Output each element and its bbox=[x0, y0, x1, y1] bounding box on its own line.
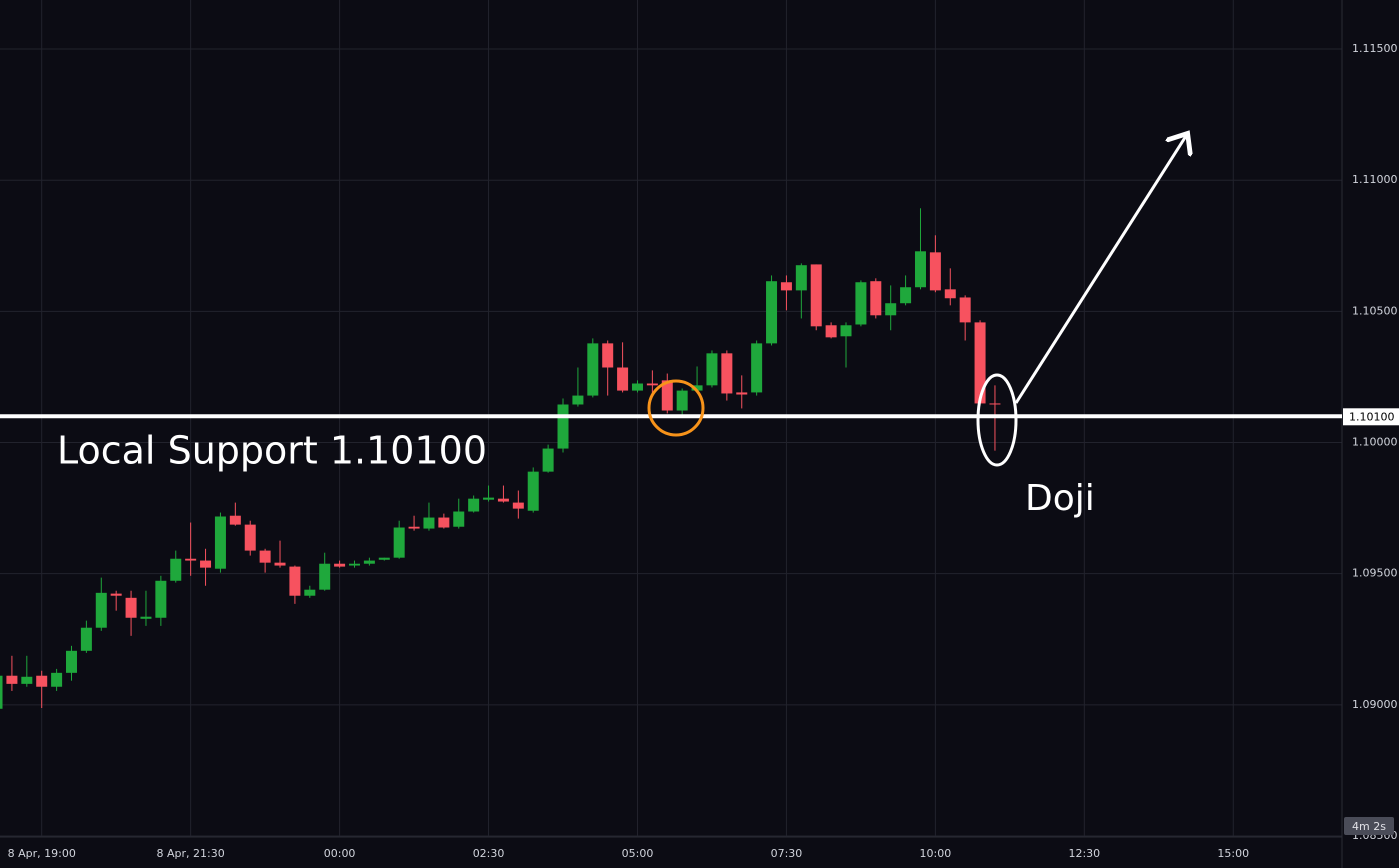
arrow bbox=[1014, 136, 1186, 404]
candle-body bbox=[527, 471, 539, 511]
candle-body bbox=[914, 251, 926, 288]
candle-body bbox=[334, 563, 346, 567]
candle-body bbox=[900, 287, 912, 304]
ticks: 1.085001.090001.095001.100001.105001.110… bbox=[8, 42, 1398, 860]
x-tick-label: 8 Apr, 19:00 bbox=[8, 847, 76, 860]
candle-body bbox=[810, 264, 822, 327]
candle-body bbox=[36, 675, 48, 687]
candle-body bbox=[542, 448, 554, 472]
candle-body bbox=[289, 566, 301, 596]
candle-body bbox=[929, 252, 941, 291]
candle-body bbox=[959, 297, 971, 323]
candle-body bbox=[408, 526, 420, 529]
y-tick-label: 1.09500 bbox=[1352, 567, 1398, 580]
candle-body bbox=[155, 580, 167, 618]
x-tick-label: 10:00 bbox=[920, 847, 952, 860]
candle-body bbox=[736, 392, 748, 395]
candle-body bbox=[274, 562, 286, 566]
candle-body bbox=[706, 353, 718, 386]
candle-body bbox=[304, 589, 316, 596]
support-label-bg bbox=[1343, 408, 1399, 426]
candle-body bbox=[170, 558, 182, 581]
candle-body bbox=[378, 557, 390, 560]
candle-body bbox=[423, 517, 435, 529]
candle-body bbox=[825, 325, 837, 338]
candle-body bbox=[95, 592, 107, 628]
x-tick-label: 00:00 bbox=[324, 847, 356, 860]
doji-text: Doji bbox=[1025, 478, 1095, 519]
candle-body bbox=[646, 383, 658, 386]
candle-body bbox=[676, 390, 688, 411]
candle-body bbox=[363, 560, 375, 564]
candle-body bbox=[587, 343, 599, 396]
candle-body bbox=[229, 515, 241, 525]
y-tick-label: 1.10000 bbox=[1352, 436, 1398, 449]
countdown-badge bbox=[1344, 817, 1394, 835]
doji-ellipse bbox=[976, 373, 1018, 467]
x-tick-label: 12:30 bbox=[1068, 847, 1100, 860]
candle-body bbox=[244, 524, 256, 551]
candle-body bbox=[453, 511, 465, 527]
y-tick-label: 1.09000 bbox=[1352, 698, 1398, 711]
x-tick-label: 02:30 bbox=[473, 847, 505, 860]
candle-body bbox=[751, 343, 763, 393]
candle-body bbox=[259, 550, 271, 563]
highlight-circle bbox=[647, 379, 705, 437]
y-tick-label: 1.11000 bbox=[1352, 173, 1398, 186]
candle-body bbox=[0, 675, 3, 709]
candle-body bbox=[110, 593, 122, 596]
candle-body bbox=[6, 675, 18, 684]
candle-body bbox=[661, 380, 673, 411]
candles bbox=[0, 208, 1001, 709]
x-tick-label: 05:00 bbox=[622, 847, 654, 860]
candle-body bbox=[602, 343, 614, 368]
candle-body bbox=[468, 498, 480, 512]
candle-body bbox=[80, 627, 92, 651]
candle-body bbox=[393, 527, 405, 558]
candle-body bbox=[989, 403, 1001, 405]
candle-body bbox=[21, 676, 33, 684]
candle-body bbox=[631, 383, 643, 391]
candle-body bbox=[319, 563, 331, 590]
candle-body bbox=[617, 367, 629, 391]
support-label: 1.10100 bbox=[1349, 410, 1395, 423]
candle-body bbox=[140, 616, 152, 619]
candle-body bbox=[944, 289, 956, 299]
candle-body bbox=[185, 558, 197, 561]
candle-body bbox=[795, 265, 807, 291]
candle-body bbox=[497, 498, 509, 502]
candle-body bbox=[438, 517, 450, 528]
x-tick-label: 07:30 bbox=[771, 847, 803, 860]
candle-body bbox=[51, 672, 63, 687]
candle-body bbox=[200, 560, 212, 568]
candle-body bbox=[840, 325, 852, 337]
y-tick-label: 1.11500 bbox=[1352, 42, 1398, 55]
candle-body bbox=[214, 516, 226, 569]
candle-body bbox=[65, 650, 77, 673]
candle-body bbox=[512, 502, 524, 509]
annotations: Local Support 1.10100 Doji 4m 2s bbox=[57, 136, 1394, 835]
candle-body bbox=[885, 303, 897, 316]
candle-body bbox=[691, 385, 703, 391]
support-text: Local Support 1.10100 bbox=[57, 429, 487, 473]
candle-body bbox=[870, 281, 882, 316]
countdown: 4m 2s bbox=[1352, 820, 1386, 833]
candle-body bbox=[721, 353, 733, 394]
candle-body bbox=[557, 404, 569, 449]
candle-body bbox=[348, 563, 360, 566]
candle-body bbox=[572, 395, 584, 405]
candle-body bbox=[780, 282, 792, 291]
x-tick-label: 8 Apr, 21:30 bbox=[157, 847, 225, 860]
candle-body bbox=[125, 597, 137, 618]
candle-body bbox=[974, 322, 986, 404]
candle-body bbox=[766, 281, 778, 344]
candle-body bbox=[855, 282, 867, 325]
x-tick-label: 15:00 bbox=[1217, 847, 1249, 860]
candle-body bbox=[483, 497, 495, 500]
y-tick-label: 1.10500 bbox=[1352, 304, 1398, 317]
